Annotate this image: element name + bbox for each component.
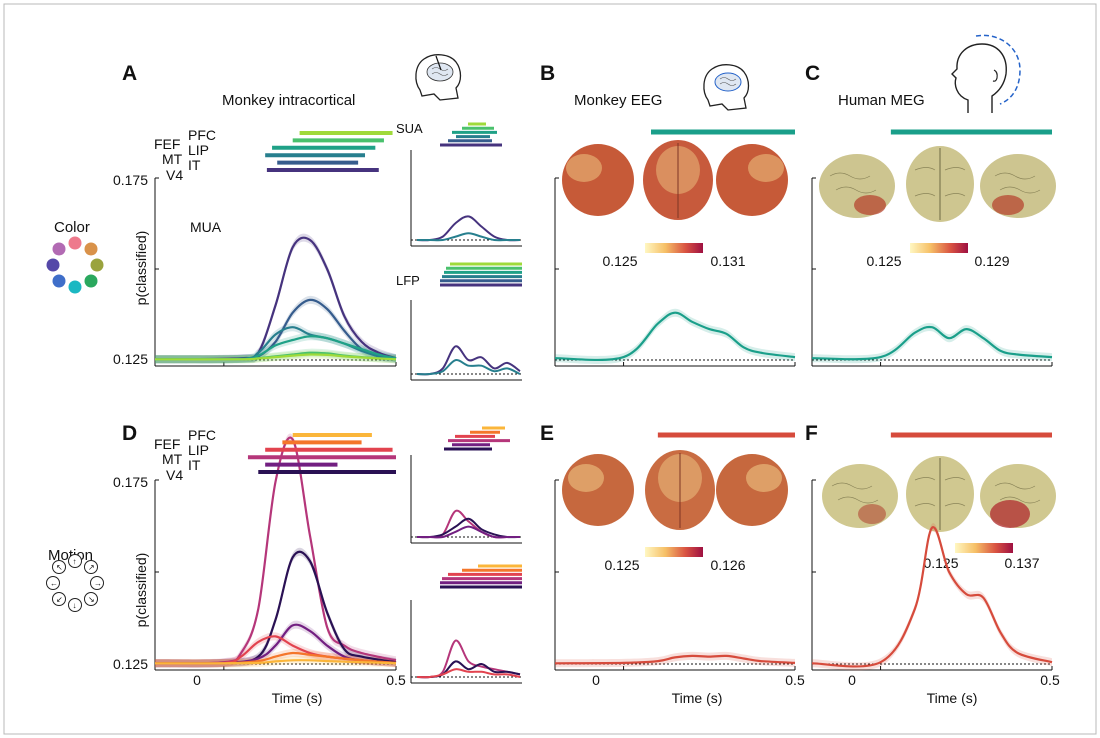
panel-letter-f: F [805, 422, 818, 445]
area-labels-a: PFC FEF LIP MT IT V4 [154, 127, 216, 183]
svg-text:↓: ↓ [73, 601, 77, 610]
svg-text:↖: ↖ [56, 563, 63, 572]
panel-letter-e: E [540, 422, 554, 445]
title-monkey-intracortical: Monkey intracortical [222, 92, 355, 109]
area-label-lip-d: LIP [188, 442, 209, 458]
area-label-mt-d: MT [162, 451, 183, 467]
E-EEG-motion-series-EEG [554, 654, 796, 665]
panel-letter-b: B [540, 62, 555, 85]
human-brain-render-f [822, 456, 1056, 532]
area-label-fef: FEF [154, 136, 180, 152]
label-lfp: LFP [396, 273, 420, 288]
B-EEG-color-ci-EEG [555, 308, 795, 364]
ytick-a-125: 0.125 [113, 351, 148, 367]
xtick-d-05: 0.5 [386, 672, 406, 688]
area-label-lip: LIP [188, 142, 209, 158]
colorbar-c-max: 0.129 [974, 253, 1009, 269]
C-MEG-color-series-MEG [811, 325, 1053, 361]
plots-layer [154, 122, 1053, 684]
C-MEG-color-ci-MEG [812, 322, 1052, 364]
xlabel-e: Time (s) [672, 690, 723, 706]
F-MEG-motion-series-MEG [811, 526, 1053, 668]
E-EEG-motion-ci-EEG [555, 651, 795, 668]
panel-letter-a: A [122, 62, 137, 85]
area-label-mt: MT [162, 151, 183, 167]
A-MUA-ci-IT [155, 295, 396, 364]
A-SUA-series-V4 [416, 215, 521, 242]
svg-text:→: → [94, 579, 102, 588]
A-SUA-series-IT [417, 232, 520, 242]
title-monkey-eeg: Monkey EEG [574, 92, 662, 109]
human-head-meg-icon [951, 34, 1021, 113]
monkey-brain-render-e [562, 450, 788, 530]
monkey-head-electrode-icon [415, 54, 462, 101]
area-label-fef-d: FEF [154, 436, 180, 452]
xtick-f-05: 0.5 [1040, 672, 1060, 688]
svg-text:←: ← [50, 579, 58, 588]
colorbar-b [645, 243, 703, 253]
colorbar-c-min: 0.125 [866, 253, 901, 269]
svg-text:↗: ↗ [88, 563, 95, 572]
area-labels-d: PFC FEF LIP MT IT V4 [154, 427, 216, 483]
colorbar-f-min: 0.125 [923, 555, 958, 571]
ytick-d-125: 0.125 [113, 656, 148, 672]
svg-text:↙: ↙ [56, 595, 63, 604]
ylabel-motion: p(classified) [133, 553, 149, 628]
row-label-color: Color [54, 219, 90, 236]
area-label-pfc-d: PFC [188, 427, 216, 443]
colorbar-f-max: 0.137 [1004, 555, 1039, 571]
label-sua: SUA [396, 121, 423, 136]
monkey-head-eeg-icon [703, 64, 750, 111]
color-wheel-icon [46, 236, 104, 294]
xtick-e-05: 0.5 [785, 672, 805, 688]
colorbar-e-min: 0.125 [604, 557, 639, 573]
A-LFP-series-IT [416, 359, 521, 376]
xtick-f-0: 0 [848, 672, 856, 688]
colorbar-e-max: 0.126 [710, 557, 745, 573]
colorbar-e [645, 547, 703, 557]
colorbar-f [955, 543, 1013, 553]
colorbar-b-min: 0.125 [602, 253, 637, 269]
colorbar-b-max: 0.131 [710, 253, 745, 269]
area-label-pfc: PFC [188, 127, 216, 143]
area-label-v4: V4 [166, 167, 183, 183]
A-LFP-series-V4 [416, 345, 521, 376]
label-mua: MUA [190, 219, 222, 235]
panel-letter-d: D [122, 422, 137, 445]
xlabel-f: Time (s) [927, 690, 978, 706]
B-EEG-color-series-EEG [554, 311, 796, 362]
A-MUA-series-PFC [154, 353, 397, 361]
D-MUA-series-PFC [155, 659, 397, 665]
area-label-v4-d: V4 [166, 467, 183, 483]
xlabel-d: Time (s) [272, 690, 323, 706]
D-SUA-series-0 [416, 509, 520, 539]
svg-text:↘: ↘ [88, 595, 95, 604]
F-MEG-motion-ci-MEG [812, 523, 1052, 671]
D-MUA-ci-V4 [155, 547, 396, 668]
title-human-meg: Human MEG [838, 92, 925, 109]
colorbar-c [910, 243, 968, 253]
D-SUA-series-2 [417, 525, 520, 539]
xtick-e-0: 0 [592, 672, 600, 688]
svg-text:↑: ↑ [73, 557, 77, 566]
xtick-d-0: 0 [193, 672, 201, 688]
figure-frame [3, 3, 1097, 735]
area-label-it: IT [188, 157, 201, 173]
D-LFP-series-2 [416, 668, 521, 679]
monkey-brain-render-b [562, 140, 788, 220]
panel-letter-c: C [805, 62, 820, 85]
human-brain-render-c [819, 146, 1056, 222]
area-label-it-d: IT [188, 457, 201, 473]
ytick-a-175: 0.175 [113, 172, 148, 188]
motion-wheel-icon: ↑ ↗ → ↘ ↓ ↙ ← ↖ [46, 554, 104, 612]
ylabel-color: p(classified) [133, 231, 149, 306]
ytick-d-175: 0.175 [113, 474, 148, 490]
